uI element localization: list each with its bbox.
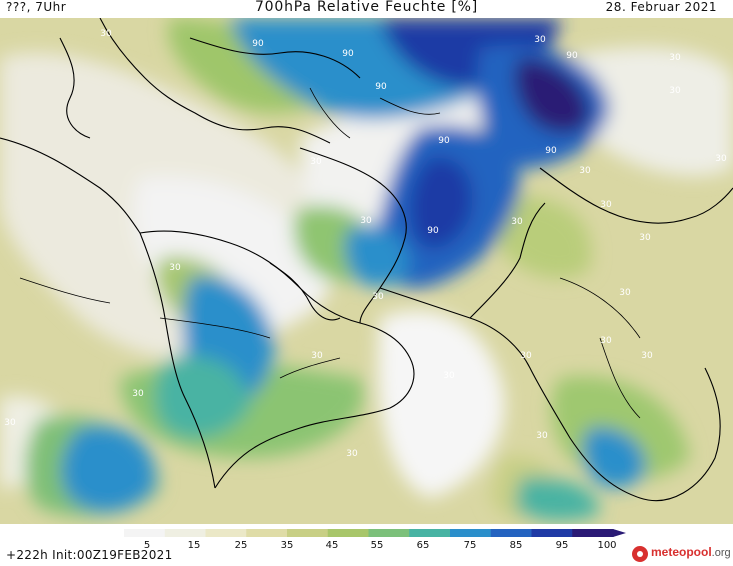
contour-label: 90 [438,136,450,146]
contour-label: 30 [579,166,591,176]
coastlines [0,18,733,502]
colorbar-tick: 25 [235,540,248,550]
colorbar-swatch [531,529,573,537]
colorbar-swatch [327,529,370,537]
humidity-map: 90 90 90 90 90 90 90 30 30 30 30 30 30 3… [0,18,733,524]
contour-label: 30 [346,449,358,459]
contour-label: 30 [4,418,16,428]
colorbar-tick: 95 [556,540,569,550]
colorbar-swatch [368,529,410,537]
logo-text: meteopool.org [651,545,731,559]
colorbar-tick: 35 [281,540,294,550]
logo-tld: .org [711,547,731,559]
colorbar-tick: 100 [597,540,616,550]
colorbar-end-arrow [613,529,626,537]
contour-label: 90 [545,146,557,156]
colorbar-tick: 55 [371,540,384,550]
colorbar-swatch [246,529,288,537]
contour-label: 90 [342,49,354,59]
colorbar-tick: 15 [188,540,201,550]
colorbar-swatch [124,529,166,537]
colorbar: 5 15 25 35 45 55 65 75 85 95 100 [0,526,733,566]
contour-label: 90 [375,82,387,92]
contour-label: 30 [169,263,181,273]
colorbar-tick: 75 [464,540,477,550]
colorbar-swatch [164,529,207,537]
location-label: ???, 7Uhr [6,0,67,14]
contour-label: 30 [443,371,455,381]
contour-label: 30 [311,351,323,361]
contour-label: 30 [360,216,372,226]
contour-label: 30 [600,200,612,210]
colorbar-swatch [205,529,247,537]
header-bar: ???, 7Uhr 700hPa Relative Feuchte [%] 28… [0,0,733,18]
colorbar-swatch [572,529,614,537]
contour-label: 30 [619,288,631,298]
map-title: 700hPa Relative Feuchte [%] [254,0,479,15]
run-info: +222h Init:00Z19FEB2021 [6,548,173,562]
contour-label: 90 [427,226,439,236]
colorbar-swatches [124,529,614,537]
logo-brand: meteopool [651,545,712,559]
contour-label: 90 [252,39,264,49]
colorbar-tick: 45 [326,540,339,550]
contour-label: 30 [669,86,681,96]
colorbar-ticks: 5 15 25 35 45 55 65 75 85 95 100 [144,540,617,551]
contour-label: 30 [511,217,523,227]
colorbar-tick: 85 [510,540,523,550]
colorbar-swatch [490,529,533,537]
contour-label: 30 [669,53,681,63]
colorbar-swatch [287,529,329,537]
contour-label: 30 [536,431,548,441]
contour-label: 30 [534,35,546,45]
colorbar-swatch [409,529,451,537]
contour-label: 30 [372,292,384,302]
forecast-date: 28. Februar 2021 [605,0,717,14]
contour-label: 30 [641,351,653,361]
contour-label: 30 [639,233,651,243]
contour-label: 30 [132,389,144,399]
contour-label: 30 [310,157,322,167]
contour-label: 30 [520,351,532,361]
contour-label: 30 [715,154,727,164]
colorbar-swatch [450,529,492,537]
contour-label: 30 [600,336,612,346]
contour-label: 30 [100,29,112,39]
contour-label: 90 [566,51,578,61]
colorbar-tick: 5 [144,540,150,550]
contour-labels: 90 90 90 90 90 90 90 30 30 30 30 30 30 3… [4,29,727,459]
logo-icon [632,546,648,562]
colorbar-tick: 65 [417,540,430,550]
